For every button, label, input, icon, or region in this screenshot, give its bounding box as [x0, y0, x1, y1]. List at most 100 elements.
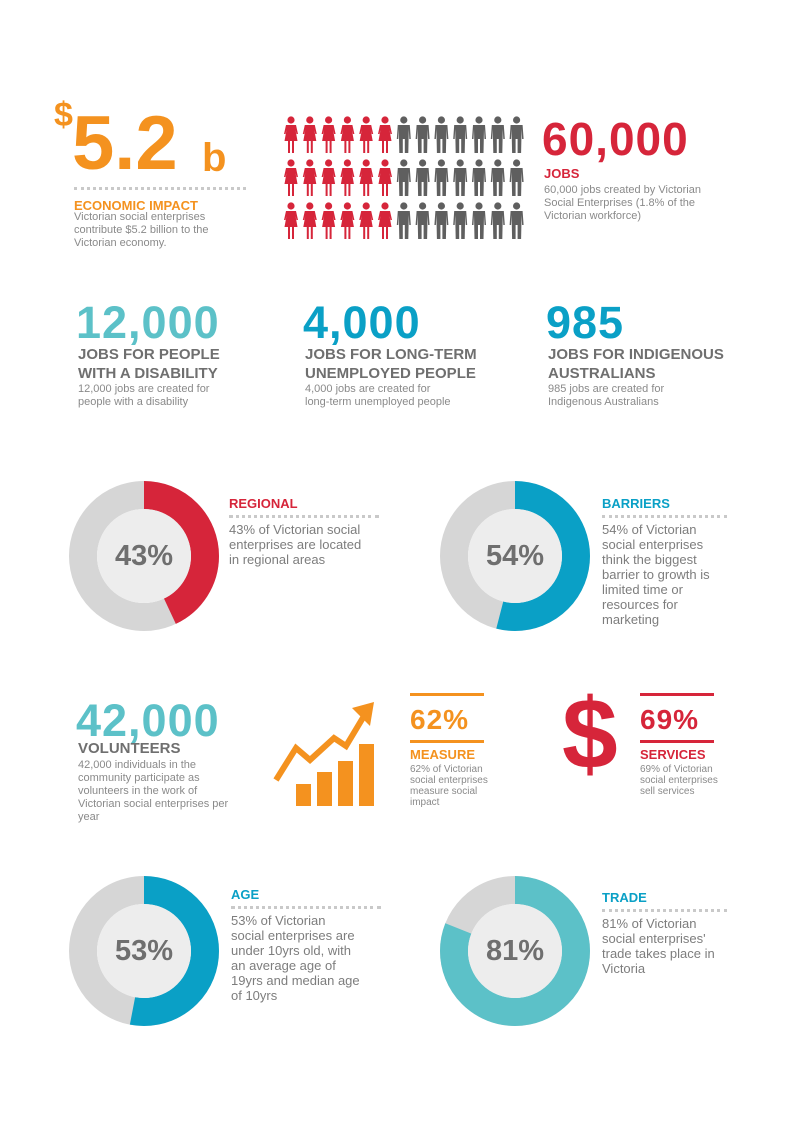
regional-percent: 43%	[114, 539, 174, 572]
disability-number: 12,000	[76, 297, 220, 348]
regional-text: REGIONAL 43% of Victorian social enterpr…	[229, 494, 379, 567]
trade-donut-chart	[440, 876, 590, 1026]
unemployed-desc-2: long-term unemployed people	[305, 396, 451, 408]
man-icon	[434, 116, 449, 153]
woman-icon	[359, 202, 374, 239]
woman-icon	[284, 116, 298, 153]
trade-divider	[602, 909, 727, 912]
regional-donut-chart	[69, 481, 219, 631]
services-desc: 69% of Victorian social enterprises sell…	[640, 764, 718, 797]
woman-icon	[321, 116, 336, 153]
dollar-icon: $	[562, 678, 618, 790]
man-icon	[396, 159, 411, 196]
services-top-rule	[640, 693, 714, 696]
trade-center	[468, 904, 562, 998]
jobs-title: JOBS	[544, 166, 580, 181]
age-title: AGE	[231, 887, 260, 902]
woman-icon	[302, 202, 317, 239]
economic-amount: 5.2	[72, 101, 178, 186]
measure-top-rule	[410, 693, 484, 696]
man-icon	[472, 159, 486, 196]
trade-title: TRADE	[602, 890, 647, 905]
age-percent: 53%	[114, 934, 174, 967]
woman-icon	[302, 159, 317, 196]
disability-title-2: WITH A DISABILITY	[78, 365, 218, 382]
disability-section: 12,000 JOBS FOR PEOPLE WITH A DISABILITY…	[76, 300, 276, 410]
indigenous-number: 985	[546, 297, 625, 348]
growth-chart-icon	[273, 702, 374, 806]
barriers-center	[468, 509, 562, 603]
man-icon	[490, 159, 505, 196]
man-icon	[453, 159, 468, 196]
man-icon	[490, 202, 505, 239]
man-icon	[434, 159, 449, 196]
barriers-title: BARRIERS	[602, 496, 670, 511]
indigenous-section: 985 JOBS FOR INDIGENOUS AUSTRALIANS 985 …	[546, 300, 766, 410]
barriers-donut-chart	[440, 481, 590, 631]
woman-icon	[321, 202, 336, 239]
economic-desc: Victorian social enterprises contribute …	[74, 211, 209, 249]
economic-divider	[74, 187, 246, 190]
disability-desc-1: 12,000 jobs are created for	[78, 383, 210, 395]
age-donut: 53%	[69, 876, 219, 1026]
disability-desc-2: people with a disability	[78, 396, 189, 408]
man-icon	[472, 116, 486, 153]
barriers-desc: 54% of Victorian social enterprises thin…	[602, 522, 710, 627]
jobs-desc: 60,000 jobs created by Victorian Social …	[544, 184, 701, 222]
services-percent: 69%	[640, 704, 700, 735]
woman-icon	[284, 202, 298, 239]
volunteers-desc: 42,000 individuals in the community part…	[78, 759, 229, 823]
measure-desc: 62% of Victorian social enterprises meas…	[410, 764, 488, 808]
man-icon	[415, 116, 430, 153]
volunteers-section: 42,000 VOLUNTEERS 42,000 individuals in …	[76, 698, 261, 838]
barriers-divider	[602, 515, 727, 518]
measure-percent: 62%	[410, 704, 470, 735]
disability-title-1: JOBS FOR PEOPLE	[78, 346, 220, 363]
man-icon	[509, 202, 524, 239]
age-arc	[69, 876, 219, 1026]
unemployed-section: 4,000 JOBS FOR LONG-TERM UNEMPLOYED PEOP…	[303, 300, 513, 410]
regional-center	[97, 509, 191, 603]
indigenous-title-1: JOBS FOR INDIGENOUS	[548, 346, 724, 363]
trade-donut: 81%	[440, 876, 590, 1026]
age-center	[97, 904, 191, 998]
man-icon	[509, 116, 524, 153]
age-desc: 53% of Victorian social enterprises are …	[231, 913, 360, 1003]
trade-desc: 81% of Victorian social enterprises' tra…	[602, 916, 715, 976]
dollar-sign: $	[54, 96, 73, 134]
barriers-text: BARRIERS 54% of Victorian social enterpr…	[602, 494, 732, 627]
woman-icon	[340, 159, 355, 196]
regional-title: REGIONAL	[229, 496, 298, 511]
woman-icon	[378, 159, 392, 196]
trade-percent: 81%	[485, 934, 545, 967]
regional-arc	[69, 481, 219, 631]
woman-icon	[378, 116, 392, 153]
services-section: 69% SERVICES 69% of Victorian social ent…	[640, 693, 720, 797]
woman-icon	[340, 116, 355, 153]
woman-icon	[284, 159, 298, 196]
indigenous-title-2: AUSTRALIANS	[548, 365, 656, 382]
regional-donut: 43%	[69, 481, 219, 631]
man-icon	[396, 116, 411, 153]
man-icon	[415, 202, 430, 239]
measure-title: MEASURE	[410, 747, 476, 762]
man-icon	[453, 116, 468, 153]
unemployed-title-1: JOBS FOR LONG-TERM	[305, 346, 477, 363]
volunteers-number: 42,000	[76, 695, 220, 746]
indigenous-desc-2: Indigenous Australians	[548, 396, 659, 408]
man-icon	[453, 202, 468, 239]
regional-desc: 43% of Victorian social enterprises are …	[229, 522, 362, 567]
man-icon	[415, 159, 430, 196]
woman-icon	[302, 116, 317, 153]
economic-title: ECONOMIC IMPACT	[74, 198, 198, 213]
trade-text: TRADE 81% of Victorian social enterprise…	[602, 888, 732, 976]
man-icon	[490, 116, 505, 153]
unemployed-desc-1: 4,000 jobs are created for	[305, 383, 431, 395]
volunteers-title: VOLUNTEERS	[78, 740, 181, 757]
woman-icon	[340, 202, 355, 239]
barriers-percent: 54%	[485, 539, 545, 572]
man-icon	[396, 202, 411, 239]
age-divider	[231, 906, 381, 909]
economic-suffix: b	[202, 136, 228, 180]
jobs-section: 60,000 JOBS 60,000 jobs created by Victo…	[542, 112, 742, 242]
